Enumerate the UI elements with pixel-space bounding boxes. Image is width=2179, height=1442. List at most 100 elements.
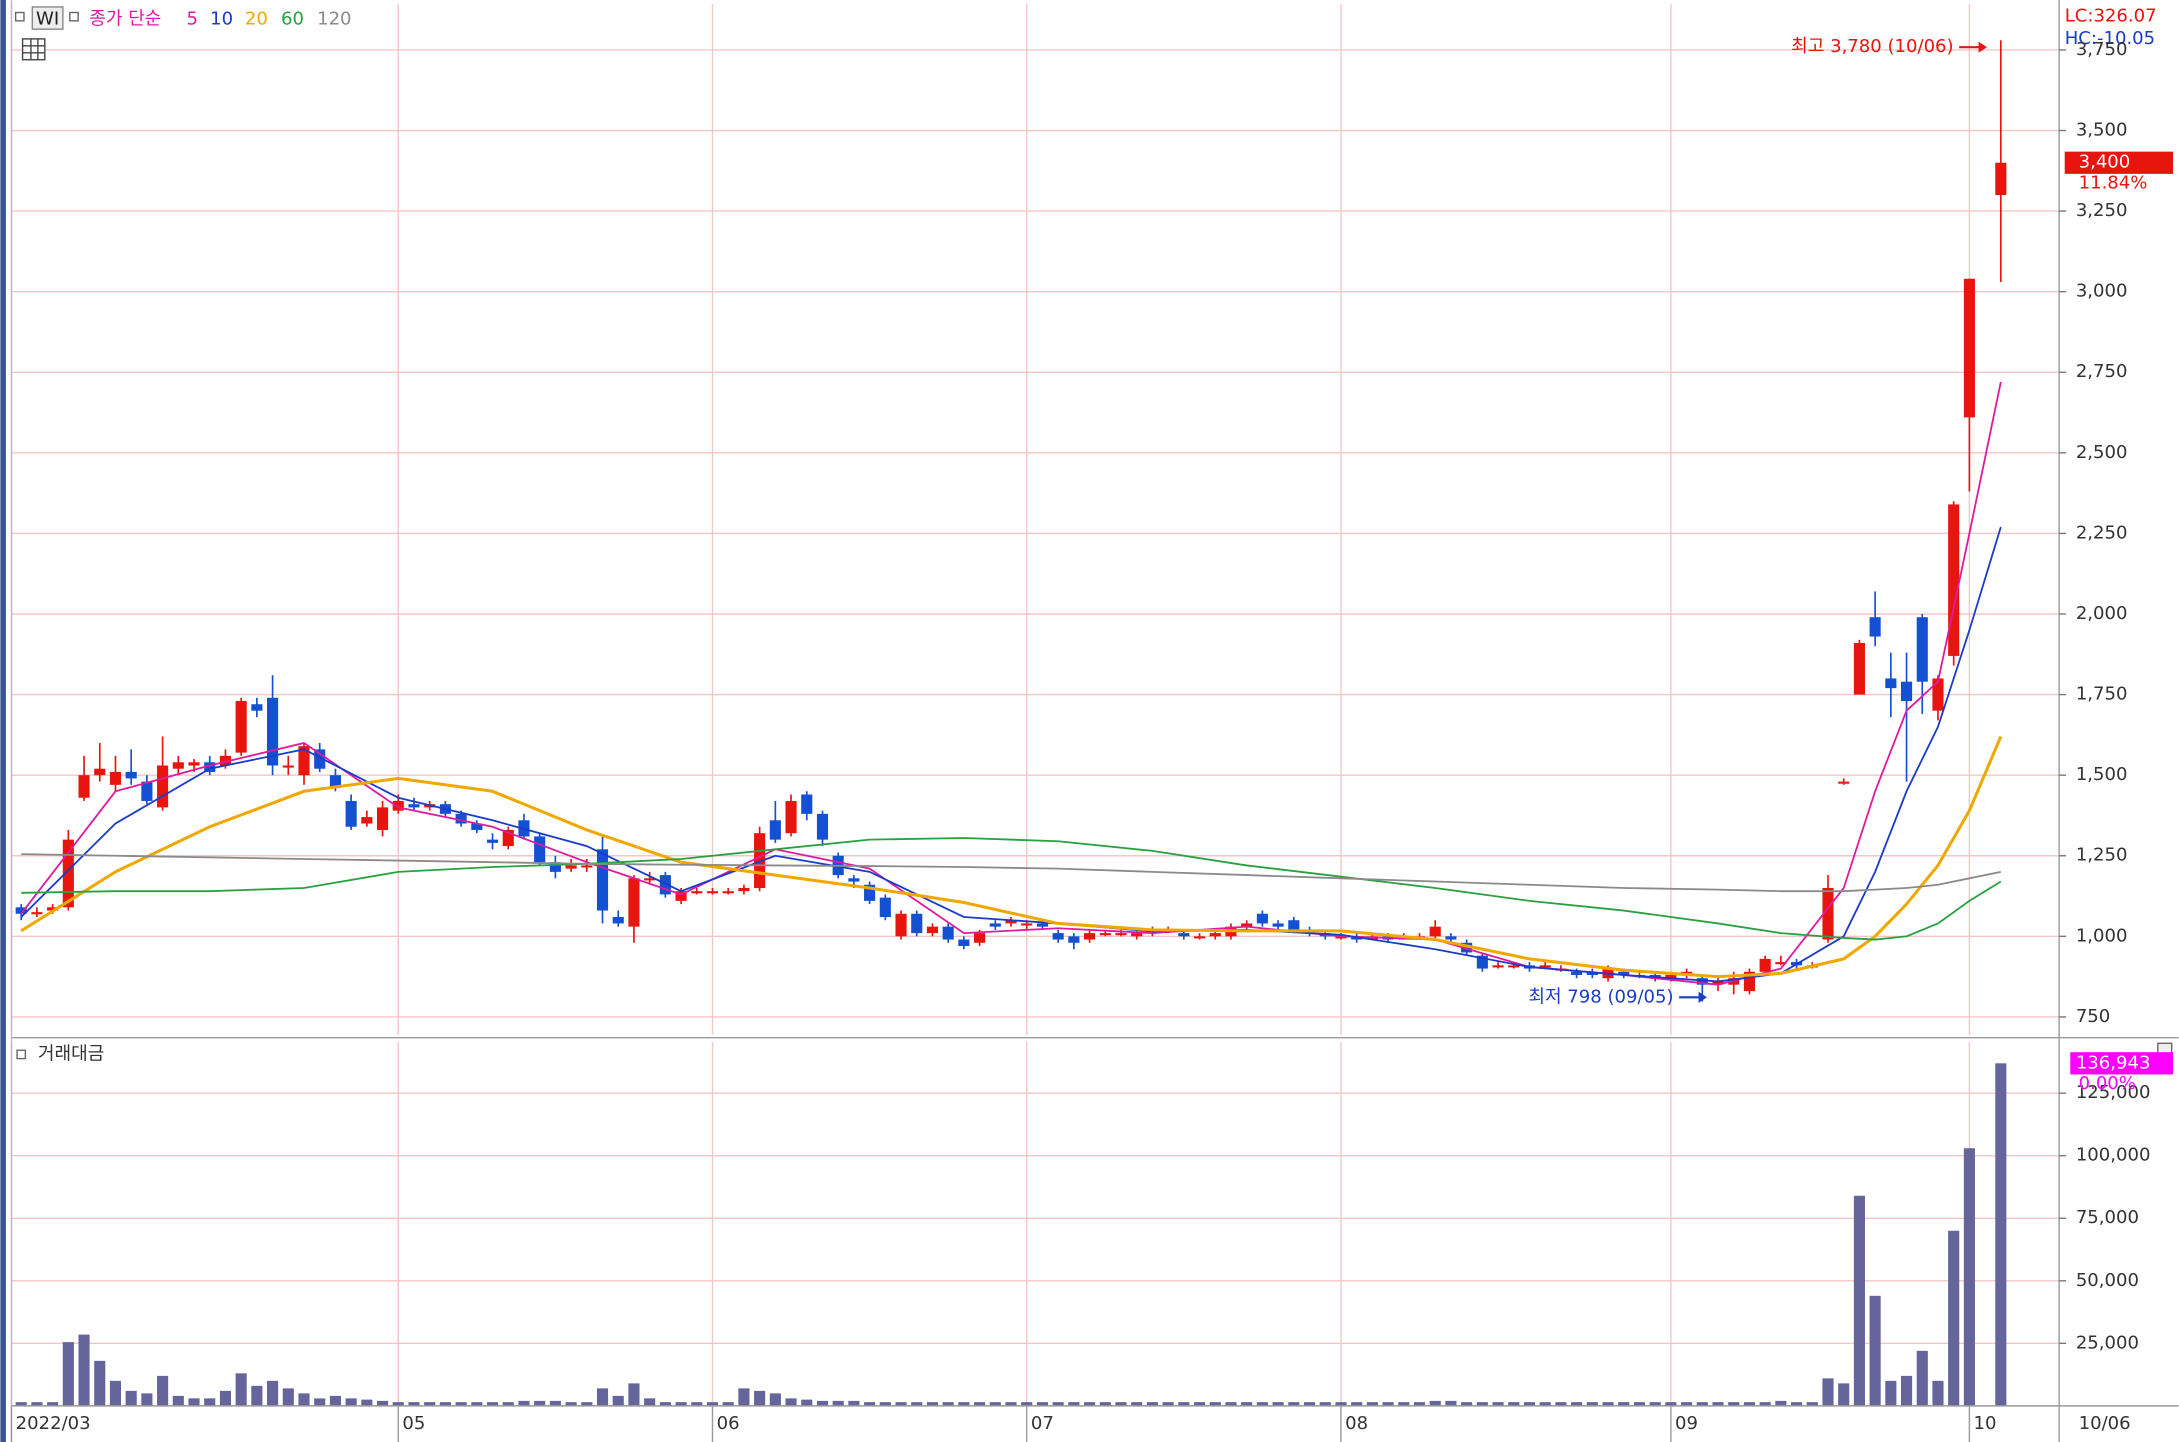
volume-bar xyxy=(251,1385,263,1406)
volume-bar xyxy=(1853,1195,1865,1406)
candle-body xyxy=(785,800,797,834)
volume-bar xyxy=(94,1360,106,1406)
volume-bar xyxy=(738,1388,750,1406)
candle-body xyxy=(109,771,122,785)
indicator: LC:326.07 xyxy=(2065,6,2157,27)
volume-bar xyxy=(1413,1402,1426,1406)
candle-body xyxy=(1696,978,1708,985)
candle-body xyxy=(62,839,74,908)
annotation-arrowhead xyxy=(1978,41,1987,53)
candle-body xyxy=(1916,617,1928,682)
volume-bar xyxy=(502,1402,514,1406)
candle-body xyxy=(1461,942,1473,953)
icon[interactable] xyxy=(16,1049,27,1060)
volume-bar xyxy=(314,1398,326,1406)
volume-bar xyxy=(644,1398,656,1406)
volume-bar xyxy=(1571,1402,1583,1406)
y-tick-label: 1,250 xyxy=(2076,845,2128,866)
volume-bar xyxy=(298,1393,310,1406)
volume-bar xyxy=(1052,1402,1064,1406)
volume-bar xyxy=(486,1402,499,1406)
volume-bar xyxy=(659,1402,671,1406)
volume-bar xyxy=(1916,1350,1928,1406)
candle-body xyxy=(1775,962,1787,965)
icon[interactable] xyxy=(69,11,79,22)
volume-bar xyxy=(1712,1402,1724,1406)
volume-bar xyxy=(361,1399,373,1406)
candle-body xyxy=(1508,965,1520,968)
volume-bar xyxy=(1272,1402,1284,1406)
volume-bar xyxy=(1461,1402,1473,1406)
volume-bar xyxy=(832,1400,844,1406)
candle-body xyxy=(1665,975,1677,979)
y-tick-label: 3,750 xyxy=(2076,39,2128,60)
annotation: 최저 798 (09/05) xyxy=(1528,986,1673,1007)
volume-bar xyxy=(1696,1402,1708,1406)
candle-body xyxy=(157,765,169,808)
candle-body xyxy=(125,771,137,779)
candle-body xyxy=(267,697,279,766)
candle-body xyxy=(628,878,640,927)
candle-body xyxy=(251,704,263,711)
candle-body xyxy=(706,891,719,894)
wi-button-label[interactable]: WI xyxy=(36,8,59,29)
volume-bar xyxy=(78,1334,90,1406)
candle-body xyxy=(801,794,813,814)
volume-bar xyxy=(1523,1402,1536,1406)
candle-body xyxy=(1131,933,1143,937)
volume-bar xyxy=(329,1395,341,1406)
volume-bar xyxy=(1539,1402,1551,1406)
candle-body xyxy=(989,923,1001,927)
ma-line xyxy=(21,837,2002,941)
volume-bar xyxy=(1068,1402,1080,1406)
volume-bar xyxy=(581,1402,593,1406)
candle-body xyxy=(1272,923,1284,927)
candle-body xyxy=(1822,887,1834,940)
volume-bar xyxy=(706,1402,719,1406)
volume-bar xyxy=(1445,1400,1457,1406)
volume-bar xyxy=(1963,1148,1975,1406)
annotation: 최고 3,780 (10/06) xyxy=(1791,36,1953,57)
candle-body xyxy=(1445,936,1457,940)
candle-body xyxy=(974,933,986,943)
volume-bar xyxy=(1728,1402,1740,1406)
volume-bar xyxy=(1382,1402,1394,1406)
candle-body xyxy=(377,807,389,830)
volume-bar xyxy=(1005,1402,1017,1406)
wi-button[interactable] xyxy=(31,6,64,30)
candle-body xyxy=(1838,781,1850,784)
volume-bar xyxy=(1303,1402,1316,1406)
y-tick-label: 2,750 xyxy=(2076,361,2128,382)
candle-body xyxy=(659,875,671,895)
ma-line xyxy=(21,853,2002,893)
volume-bar xyxy=(62,1342,74,1406)
candle-body xyxy=(486,839,499,843)
candle-body xyxy=(581,865,593,868)
volume-bar xyxy=(282,1388,294,1406)
volume-bar xyxy=(1021,1402,1033,1406)
volume-bar xyxy=(1146,1402,1158,1406)
table-icon-frame[interactable] xyxy=(21,38,46,61)
volume-bar xyxy=(408,1402,420,1406)
candle-body xyxy=(1256,913,1268,924)
volume-bar xyxy=(1398,1402,1410,1406)
volume-bar xyxy=(455,1402,467,1406)
legend-entry: 120 xyxy=(317,8,351,29)
volume-bar xyxy=(204,1398,216,1406)
volume-bar xyxy=(125,1390,137,1406)
y-tick-label: 750 xyxy=(2076,1006,2110,1027)
candle-body xyxy=(549,862,561,872)
candle-body xyxy=(1571,971,1583,976)
candle-body xyxy=(911,913,923,934)
y-tick-label: 1,750 xyxy=(2076,684,2128,705)
candle-body xyxy=(1429,926,1441,937)
value-tag-label: 136,943 xyxy=(2076,1052,2151,1073)
volume-bar xyxy=(612,1395,624,1406)
volume-bar xyxy=(1366,1402,1378,1406)
y-tick-label: 75,000 xyxy=(2076,1207,2139,1228)
volume-bar xyxy=(157,1375,169,1406)
icon[interactable] xyxy=(14,11,25,22)
table-icon[interactable] xyxy=(21,38,46,61)
volume-bar xyxy=(1649,1402,1661,1406)
